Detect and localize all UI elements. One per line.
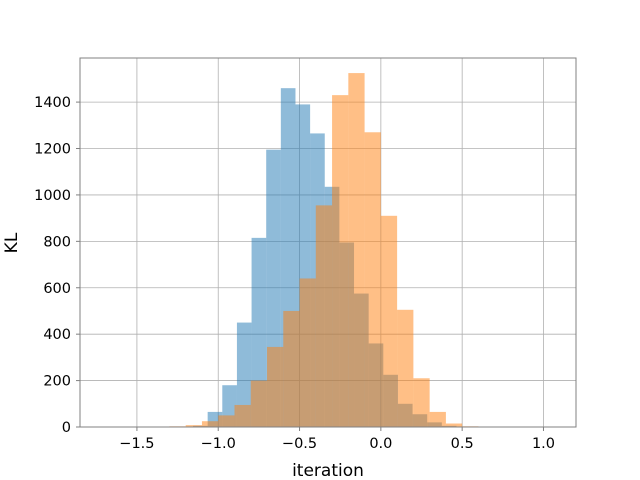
histogram-bar: [234, 404, 251, 427]
x-tick-label: 1.0: [532, 436, 555, 452]
y-tick-label: 800: [43, 234, 71, 250]
histogram-bars: [169, 73, 479, 428]
x-tick-label: −1.0: [201, 436, 236, 452]
histogram-bar: [218, 415, 235, 427]
x-tick-labels: −1.5 −1.0 −0.5 0.0 0.5 1.0: [119, 436, 555, 452]
histogram-bar: [315, 205, 333, 427]
histogram-bar: [332, 95, 349, 427]
histogram-bar: [348, 73, 365, 428]
histogram-bar: [397, 309, 414, 427]
tick-marks: [76, 101, 544, 431]
histogram-bar: [429, 411, 446, 427]
histogram-bar: [364, 132, 381, 427]
histogram-series-2: [169, 73, 479, 428]
y-tick-label: 400: [43, 327, 71, 343]
x-tick-label: 0.5: [451, 436, 474, 452]
x-tick-label: 0.0: [369, 436, 392, 452]
histogram-bar: [236, 322, 252, 427]
x-tick-label: −0.5: [282, 436, 317, 452]
histogram-bar: [445, 423, 463, 427]
y-tick-label: 600: [43, 281, 71, 297]
histogram-bar: [380, 215, 398, 427]
y-axis-title: KL: [2, 232, 22, 253]
histogram-bar: [283, 310, 300, 427]
x-tick-label: −1.5: [119, 436, 154, 452]
y-tick-label: 200: [43, 374, 71, 390]
y-tick-label: 0: [62, 420, 71, 436]
histogram-bar: [299, 278, 316, 427]
y-tick-label: 1200: [34, 142, 71, 158]
axes-frame: [79, 57, 577, 428]
histogram-bar: [185, 425, 202, 427]
y-tick-labels: 0 200 400 600 800 1000 1200 1400: [34, 95, 71, 436]
histogram-bar: [251, 237, 267, 427]
histogram-bar: [413, 378, 430, 427]
x-axis-title: iteration: [292, 461, 364, 480]
histogram-bar: [201, 421, 219, 427]
y-tick-label: 1000: [34, 188, 71, 204]
histogram-bar: [250, 380, 268, 427]
y-tick-label: 1400: [34, 95, 71, 111]
histogram-bar: [267, 346, 284, 427]
plot-border: [79, 57, 577, 428]
